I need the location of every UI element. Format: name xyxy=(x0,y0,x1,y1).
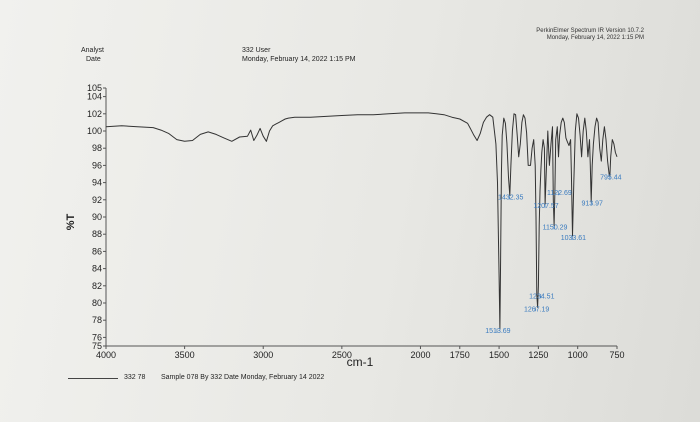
x-tick-label: 2500 xyxy=(332,350,352,360)
x-tick-label: 2000 xyxy=(410,350,430,360)
peak-label: 1207.57 xyxy=(533,203,558,210)
x-tick-label: 3500 xyxy=(175,350,195,360)
peak-label: 913.97 xyxy=(582,201,604,208)
peak-annotations: 1432.35 1513.69 1207.57 1122.69 913.97 795.44… xyxy=(485,175,621,335)
x-tick-label: 750 xyxy=(609,350,624,360)
peak-label: 1513.69 xyxy=(485,328,510,335)
analyst-label: Analyst xyxy=(81,47,104,54)
sample-id: 332 78 xyxy=(124,374,146,381)
x-tick-label: 4000 xyxy=(96,350,116,360)
x-tick-label: 1250 xyxy=(528,350,548,360)
y-tick-label: 88 xyxy=(92,229,102,239)
date-value: Monday, February 14, 2022 1:15 PM xyxy=(242,56,356,63)
y-tick-label: 86 xyxy=(92,246,102,256)
peak-label: 1033.61 xyxy=(561,235,586,242)
y-tick-label: 100 xyxy=(87,126,102,136)
y-tick-label: 105 xyxy=(87,83,102,93)
peak-label: 1432.35 xyxy=(498,195,523,202)
software-version: PerkinElmer Spectrum IR Version 10.7.2 xyxy=(536,28,644,34)
x-axis-title: cm-1 xyxy=(347,355,374,369)
analyst-value: 332 User xyxy=(242,47,271,54)
x-tick-label: 1000 xyxy=(568,350,588,360)
sample-description: Sample 078 By 332 Date Monday, February … xyxy=(161,374,325,381)
y-tick-label: 92 xyxy=(92,195,102,205)
software-date: Monday, February 14, 2022 1:15 PM xyxy=(546,35,644,41)
y-tick-label: 90 xyxy=(92,212,102,222)
peak-label: 795.44 xyxy=(600,175,622,182)
y-tick-label: 96 xyxy=(92,160,102,170)
y-tick-label: 82 xyxy=(92,281,102,291)
x-tick-label: 3000 xyxy=(253,350,273,360)
footer-rule xyxy=(68,378,118,379)
y-tick-label: 104 xyxy=(87,92,102,102)
y-tick-label: 78 xyxy=(92,315,102,325)
peak-label: 1267.19 xyxy=(524,306,549,313)
peak-label: 1122.69 xyxy=(547,190,572,197)
spectrum-series xyxy=(105,112,618,330)
x-tick-label: 1500 xyxy=(489,350,509,360)
peak-label: 1150.29 xyxy=(543,225,568,232)
y-tick-label: 76 xyxy=(92,332,102,342)
y-tick-label: 102 xyxy=(87,109,102,119)
x-axis: 4000 3500 3000 2500 2000 1750 1500 1250 1000 750 xyxy=(96,345,625,360)
spectrum-trace xyxy=(105,112,618,330)
y-axis-title: %T xyxy=(65,213,77,230)
y-tick-label: 75 xyxy=(92,341,102,351)
y-tick-label: 84 xyxy=(92,264,102,274)
x-tick-label: 1750 xyxy=(450,350,470,360)
y-tick-label: 94 xyxy=(92,178,102,188)
y-tick-label: 98 xyxy=(92,143,102,153)
y-tick-label: 80 xyxy=(92,298,102,308)
date-label: Date xyxy=(86,56,101,63)
peak-label: 1234.51 xyxy=(529,293,554,300)
